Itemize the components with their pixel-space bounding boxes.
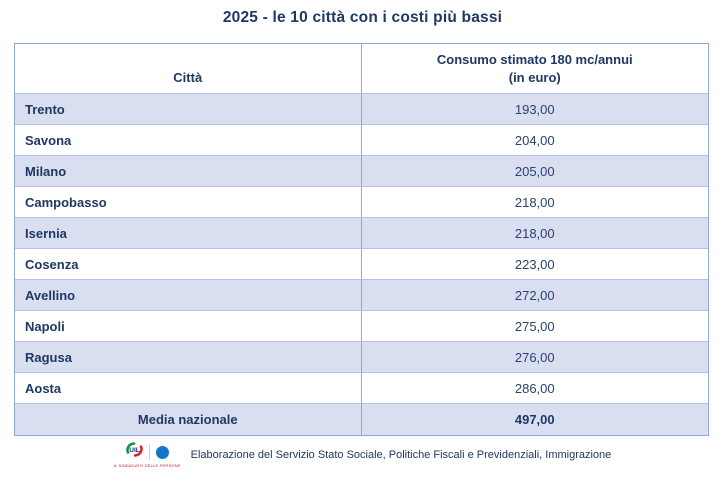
table-row: Avellino 272,00 bbox=[15, 279, 708, 310]
table-row: Isernia 218,00 bbox=[15, 217, 708, 248]
city-cell: Campobasso bbox=[15, 187, 362, 217]
city-cell: Avellino bbox=[15, 280, 362, 310]
value-cell: 193,00 bbox=[514, 101, 555, 117]
city-cell: Milano bbox=[15, 156, 362, 186]
page-title: 2025 - le 10 città con i costi più bassi bbox=[222, 9, 503, 26]
value-cell: 218,00 bbox=[514, 194, 555, 210]
uil-tagline: IL SINDACATO DELLE PERSONE bbox=[113, 463, 181, 468]
logo-divider bbox=[148, 444, 150, 460]
uil-logo-icon: UIL bbox=[125, 442, 143, 462]
header-cell-city: Città bbox=[15, 44, 362, 93]
table-header-row: Città Consumo stimato 180 mc/annui (in e… bbox=[15, 44, 708, 93]
table-row: Ragusa 276,00 bbox=[15, 341, 708, 372]
value-cell: 218,00 bbox=[514, 225, 555, 241]
city-cell: Savona bbox=[15, 125, 362, 155]
value-cell: 205,00 bbox=[514, 163, 555, 179]
value-cell: 275,00 bbox=[514, 318, 555, 334]
city-cell: Trento bbox=[15, 94, 362, 124]
table-row: Cosenza 223,00 bbox=[15, 248, 708, 279]
value-cell: 223,00 bbox=[514, 256, 555, 272]
national-average-label: Media nazionale bbox=[15, 404, 362, 435]
national-average-row: Media nazionale 497,00 bbox=[15, 403, 708, 435]
blue-circle-icon bbox=[155, 445, 169, 459]
footer: UIL IL SINDACATO DELLE PERSONE Elaborazi… bbox=[0, 442, 725, 468]
uil-logo-block: UIL IL SINDACATO DELLE PERSONE bbox=[114, 442, 181, 468]
table-row: Aosta 286,00 bbox=[15, 372, 708, 403]
header-cell-consumption: Consumo stimato 180 mc/annui (in euro) bbox=[436, 51, 633, 85]
table-row: Milano 205,00 bbox=[15, 155, 708, 186]
city-cell: Napoli bbox=[15, 311, 362, 341]
city-cell: Isernia bbox=[15, 218, 362, 248]
city-cell: Ragusa bbox=[15, 342, 362, 372]
value-cell: 272,00 bbox=[514, 287, 555, 303]
data-table: Città Consumo stimato 180 mc/annui (in e… bbox=[14, 43, 709, 436]
table-row: Napoli 275,00 bbox=[15, 310, 708, 341]
city-cell: Aosta bbox=[15, 373, 362, 403]
table-row: Savona 204,00 bbox=[15, 124, 708, 155]
value-cell: 286,00 bbox=[514, 380, 555, 396]
table-row: Trento 193,00 bbox=[15, 93, 708, 124]
svg-text:UIL: UIL bbox=[129, 447, 140, 454]
city-cell: Cosenza bbox=[15, 249, 362, 279]
value-cell: 204,00 bbox=[514, 132, 555, 148]
table-row: Campobasso 218,00 bbox=[15, 186, 708, 217]
national-average-value: 497,00 bbox=[514, 412, 555, 427]
credit-text: Elaborazione del Servizio Stato Sociale,… bbox=[190, 449, 612, 461]
value-cell: 276,00 bbox=[514, 349, 555, 365]
